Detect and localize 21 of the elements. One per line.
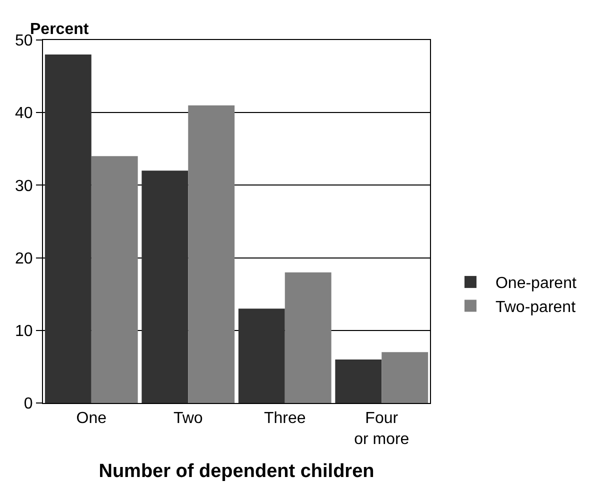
bar [284,272,332,403]
bar [44,54,92,403]
x-axis-title: Number of dependent children [98,460,374,482]
bar [238,308,285,403]
x-tick-label: Three [264,410,306,428]
legend-label: Two-parent [495,299,576,316]
y-tick-label: 50 [15,32,33,50]
legend-label: One-parent [495,275,577,292]
x-tick-label: One [76,410,107,428]
bar [188,105,235,403]
y-tick-label: 10 [15,323,33,340]
x-tick-label: Two [173,410,203,428]
y-tick-label: 30 [15,178,33,195]
bar [382,352,428,403]
y-tick-label: 20 [15,250,33,268]
y-tick-label: 40 [15,105,33,122]
x-tick-label: Four or more [354,410,410,448]
bar [91,156,138,403]
bar [335,359,382,403]
y-tick-label: 0 [24,396,33,413]
bar [142,170,188,403]
